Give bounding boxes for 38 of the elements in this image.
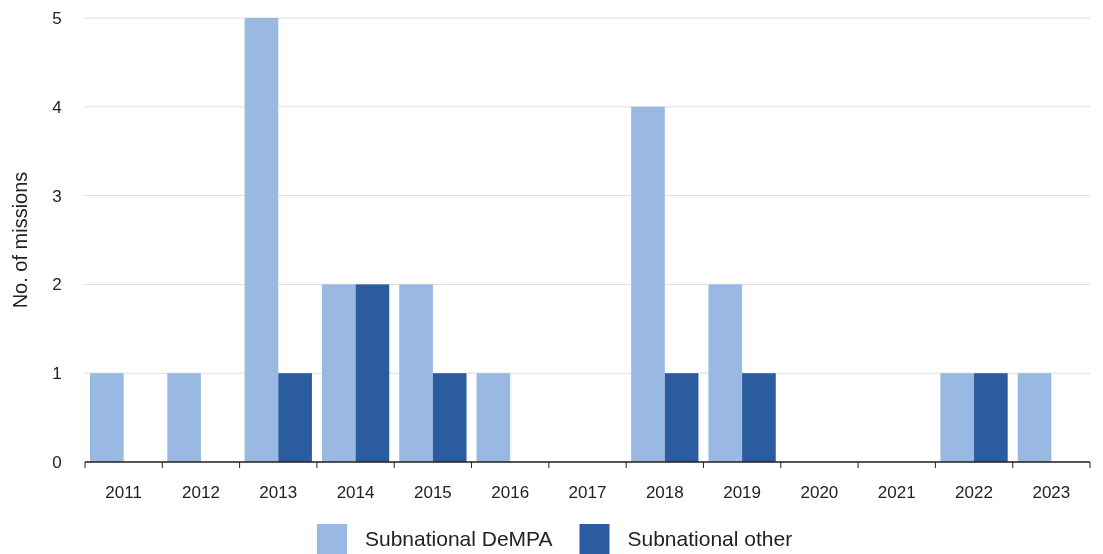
bar: [278, 373, 312, 462]
bar: [940, 373, 975, 462]
bar: [742, 373, 776, 462]
bar: [321, 284, 356, 462]
x-tick-label: 2018: [645, 483, 684, 502]
x-tick-label: 2013: [259, 483, 298, 502]
bar: [355, 284, 390, 462]
y-tick-label: 1: [52, 364, 62, 384]
y-tick-label: 3: [52, 186, 62, 206]
y-tick-label: 2: [52, 275, 62, 295]
y-tick-label: 5: [52, 8, 62, 28]
bar: [974, 373, 1008, 462]
x-tick-label: 2014: [336, 483, 375, 502]
bar: [1017, 373, 1052, 462]
bar: [476, 373, 511, 462]
x-tick-label: 2020: [800, 483, 839, 502]
bar: [244, 18, 279, 462]
x-tick-label: 2017: [568, 483, 607, 502]
x-tick-label: 2021: [877, 483, 916, 502]
y-tick-label: 4: [52, 97, 62, 117]
bar: [167, 373, 201, 462]
bar: [631, 106, 665, 462]
x-tick-label: 2019: [723, 483, 762, 502]
x-tick-label: 2011: [105, 483, 142, 502]
bar: [432, 373, 467, 462]
x-tick-label: 2016: [491, 483, 530, 502]
y-tick-label: 0: [52, 452, 62, 472]
x-tick-label: 2012: [182, 483, 220, 502]
legend-label: Subnational other: [627, 527, 793, 551]
legend-label: Subnational DeMPA: [365, 527, 553, 551]
x-tick-label: 2023: [1032, 483, 1071, 502]
y-axis-title: No. of missions: [9, 171, 31, 309]
bar: [708, 284, 743, 462]
bar: [664, 373, 699, 462]
x-tick-label: 2022: [955, 483, 993, 502]
bar: [90, 373, 124, 462]
x-tick-label: 2015: [413, 483, 452, 502]
bar: [399, 284, 433, 462]
